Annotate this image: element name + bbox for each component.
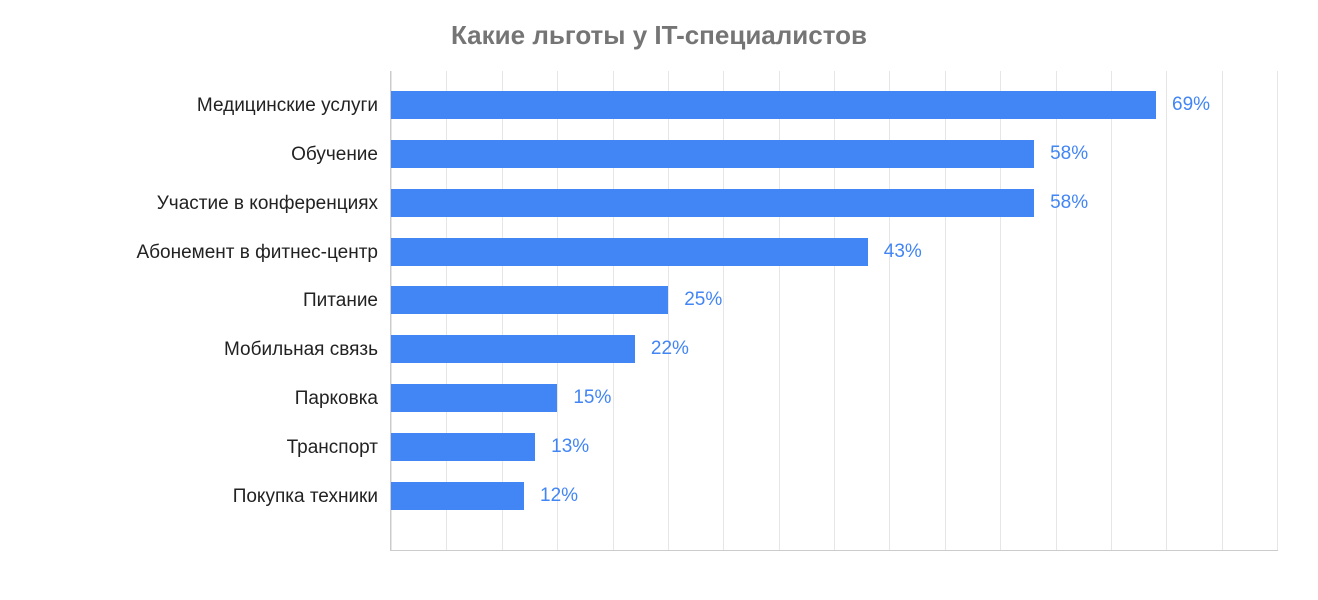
bar — [391, 189, 1034, 217]
bar — [391, 91, 1156, 119]
bar — [391, 238, 868, 266]
bar — [391, 384, 557, 412]
plot-area: Медицинские услуги Обучение Участие в ко… — [40, 71, 1278, 551]
bar-value-label: 43% — [884, 241, 922, 263]
chart-container: Какие льготы у IT-специалистов Медицинск… — [0, 0, 1318, 600]
bars-stack: 69% 58% 58% 43% 25% — [391, 71, 1278, 550]
bar-row: 13% — [391, 431, 1278, 463]
category-label: Обучение — [291, 145, 378, 164]
bar-value-label: 22% — [651, 338, 689, 360]
bar-value-label: 58% — [1050, 192, 1088, 214]
bar — [391, 482, 524, 510]
category-label: Транспорт — [287, 438, 378, 457]
bar-value-label: 13% — [551, 436, 589, 458]
category-label: Участие в конференциях — [157, 194, 378, 213]
category-label: Абонемент в фитнес-центр — [137, 243, 379, 262]
bar-row: 12% — [391, 480, 1278, 512]
bars-region: 69% 58% 58% 43% 25% — [390, 71, 1278, 551]
bar-value-label: 15% — [573, 387, 611, 409]
bar-value-label: 58% — [1050, 143, 1088, 165]
category-label: Питание — [303, 291, 378, 310]
bar — [391, 433, 535, 461]
y-axis-labels: Медицинские услуги Обучение Участие в ко… — [40, 71, 390, 551]
category-label: Покупка техники — [233, 487, 378, 506]
bar-row: 22% — [391, 333, 1278, 365]
category-label: Парковка — [295, 389, 378, 408]
bar-row: 43% — [391, 236, 1278, 268]
bar — [391, 286, 668, 314]
category-label: Медицинские услуги — [197, 96, 378, 115]
bar-value-label: 69% — [1172, 94, 1210, 116]
bar-value-label: 12% — [540, 485, 578, 507]
bar-row: 69% — [391, 89, 1278, 121]
bar-value-label: 25% — [684, 289, 722, 311]
category-label: Мобильная связь — [224, 340, 378, 359]
bar — [391, 140, 1034, 168]
bar — [391, 335, 635, 363]
bar-row: 58% — [391, 187, 1278, 219]
chart-title: Какие льготы у IT-специалистов — [40, 20, 1278, 51]
bar-row: 58% — [391, 138, 1278, 170]
bar-row: 15% — [391, 382, 1278, 414]
bar-row: 25% — [391, 284, 1278, 316]
